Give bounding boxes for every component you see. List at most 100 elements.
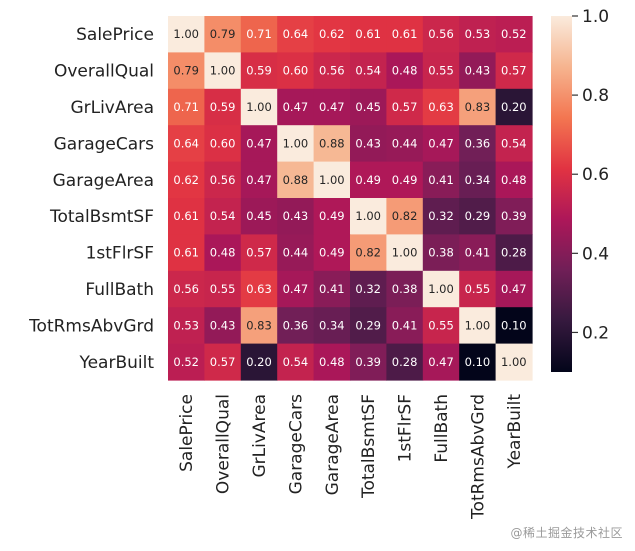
heatmap-cell-totrmsabvgrd-yearbuilt [495,307,533,345]
row-label-1stflrsf: 1stFlrSF [86,244,154,264]
colorbar-tick-label-0-4: 0.4 [582,244,609,264]
heatmap-cell-fullbath-yearbuilt [495,270,533,308]
cell-value-garagearea-1stflrsf: 0.49 [392,173,418,187]
cell-value-totalbsmtsf-yearbuilt: 0.39 [501,209,527,223]
cell-value-grlivarea-garagecars: 0.47 [283,100,309,114]
column-label-garagecars: GarageCars [286,394,306,495]
colorbar-tick-label-1: 1.0 [582,7,609,27]
heatmap-cell-yearbuilt-grlivarea [240,343,278,381]
heatmap-cell-1stflrsf-garagecars [277,234,315,272]
heatmap-cell-garagearea-garagecars [277,161,315,199]
heatmap-cell-totrmsabvgrd-garagearea [313,307,351,345]
cell-value-saleprice-totrmsabvgrd: 0.53 [465,27,491,41]
row-label-saleprice: SalePrice [76,25,154,45]
cell-value-totrmsabvgrd-overallqual: 0.43 [210,318,236,332]
heatmap-cell-garagearea-yearbuilt [495,161,533,199]
heatmap-cell-grlivarea-garagearea [313,88,351,126]
heatmap-cell-saleprice-garagecars [277,16,315,53]
heatmap-cell-totalbsmtsf-1stflrsf [386,198,424,235]
heatmap-cell-yearbuilt-yearbuilt [495,343,533,381]
cell-value-grlivarea-1stflrsf: 0.57 [392,100,418,114]
heatmap-cell-grlivarea-fullbath [422,88,460,126]
heatmap-cell-garagearea-totalbsmtsf [350,161,387,199]
cell-value-fullbath-saleprice: 0.56 [173,282,199,296]
heatmap-cell-fullbath-garagecars [277,270,315,308]
cell-value-garagearea-garagecars: 0.88 [283,173,309,187]
heatmap-cell-overallqual-totrmsabvgrd [459,52,497,90]
cell-value-garagecars-yearbuilt: 0.54 [501,136,527,150]
heatmap-cell-overallqual-fullbath [422,52,460,90]
cell-value-saleprice-yearbuilt: 0.52 [501,27,527,41]
heatmap-cell-totrmsabvgrd-totalbsmtsf [350,307,387,345]
cell-value-totalbsmtsf-totrmsabvgrd: 0.29 [465,209,491,223]
watermark-text: @稀土掘金技术社区 [510,526,623,540]
cell-value-1stflrsf-totalbsmtsf: 0.82 [355,246,381,260]
heatmap-cell-1stflrsf-totrmsabvgrd [459,234,497,272]
heatmap-cell-totalbsmtsf-garagecars [277,198,315,235]
cell-value-fullbath-1stflrsf: 0.38 [392,282,418,296]
heatmap-cell-garagecars-1stflrsf [386,125,424,163]
cell-value-totalbsmtsf-1stflrsf: 0.82 [392,209,418,223]
cell-value-garagecars-grlivarea: 0.47 [246,136,272,150]
heatmap-cell-saleprice-saleprice [168,16,205,53]
cell-value-saleprice-1stflrsf: 0.61 [392,27,418,41]
column-label-totrmsabvgrd: TotRmsAbvGrd [468,394,488,520]
colorbar: 0.2 0.4 0.6 0.8 1.0 [551,7,609,372]
cell-value-fullbath-grlivarea: 0.63 [246,282,272,296]
heatmap-cell-garagecars-grlivarea [240,125,278,163]
cell-value-totalbsmtsf-totalbsmtsf: 1.00 [355,209,381,223]
cell-value-yearbuilt-saleprice: 0.52 [173,355,199,369]
cell-value-overallqual-yearbuilt: 0.57 [501,64,527,78]
cell-value-totrmsabvgrd-1stflrsf: 0.41 [392,318,418,332]
cell-value-saleprice-grlivarea: 0.71 [246,27,272,41]
heatmap-cell-garagearea-1stflrsf [386,161,424,199]
cell-value-totrmsabvgrd-totrmsabvgrd: 1.00 [465,318,491,332]
heatmap-cell-totalbsmtsf-garagearea [313,198,351,235]
cell-value-saleprice-garagecars: 0.64 [283,27,309,41]
cell-value-garagearea-yearbuilt: 0.48 [501,173,527,187]
cell-value-totrmsabvgrd-garagearea: 0.34 [319,318,345,332]
heatmap-cell-totalbsmtsf-totalbsmtsf [350,198,387,235]
heatmap-cell-saleprice-overallqual [204,16,242,53]
cell-value-totalbsmtsf-grlivarea: 0.45 [246,209,272,223]
cell-value-garagearea-fullbath: 0.41 [428,173,454,187]
cell-value-overallqual-overallqual: 1.00 [210,64,236,78]
heatmap-cell-overallqual-overallqual [204,52,242,90]
cell-value-totalbsmtsf-saleprice: 0.61 [173,209,199,223]
heatmap-cell-grlivarea-totalbsmtsf [350,88,387,126]
heatmap-cell-totalbsmtsf-yearbuilt [495,198,533,235]
cell-value-yearbuilt-overallqual: 0.57 [210,355,236,369]
cell-value-garagecars-garagearea: 0.88 [319,136,345,150]
heatmap-cell-grlivarea-saleprice [168,88,205,126]
heatmap-cell-1stflrsf-grlivarea [240,234,278,272]
column-label-saleprice: SalePrice [177,394,197,472]
cell-value-overallqual-totrmsabvgrd: 0.43 [465,64,491,78]
cell-value-grlivarea-fullbath: 0.63 [428,100,454,114]
heatmap-cell-garagecars-saleprice [168,125,205,163]
heatmap-cell-overallqual-garagearea [313,52,351,90]
cell-value-garagecars-1stflrsf: 0.44 [392,136,418,150]
heatmap-cell-yearbuilt-overallqual [204,343,242,381]
cell-value-grlivarea-totrmsabvgrd: 0.83 [465,100,491,114]
cell-value-saleprice-totalbsmtsf: 0.61 [355,27,381,41]
heatmap-cell-garagecars-totrmsabvgrd [459,125,497,163]
cell-value-1stflrsf-saleprice: 0.61 [173,246,199,260]
heatmap-cell-1stflrsf-garagearea [313,234,351,272]
cell-value-yearbuilt-totalbsmtsf: 0.39 [355,355,381,369]
cell-value-yearbuilt-garagecars: 0.54 [283,355,309,369]
cell-value-1stflrsf-totrmsabvgrd: 0.41 [465,246,491,260]
row-label-totalbsmtsf: TotalBsmtSF [49,207,154,227]
heatmap-cell-fullbath-overallqual [204,270,242,308]
cell-value-garagecars-totrmsabvgrd: 0.36 [465,136,491,150]
cell-value-garagecars-overallqual: 0.60 [210,136,236,150]
cell-value-overallqual-fullbath: 0.55 [428,64,454,78]
cell-value-totrmsabvgrd-garagecars: 0.36 [283,318,309,332]
row-label-totrmsabvgrd: TotRmsAbvGrd [28,316,154,336]
row-label-yearbuilt: YearBuilt [78,353,154,373]
heatmap-cell-grlivarea-garagecars [277,88,315,126]
heatmap-cell-overallqual-1stflrsf [386,52,424,90]
cell-value-totalbsmtsf-garagearea: 0.49 [319,209,345,223]
heatmap-cell-grlivarea-grlivarea [240,88,278,126]
cell-value-garagecars-fullbath: 0.47 [428,136,454,150]
